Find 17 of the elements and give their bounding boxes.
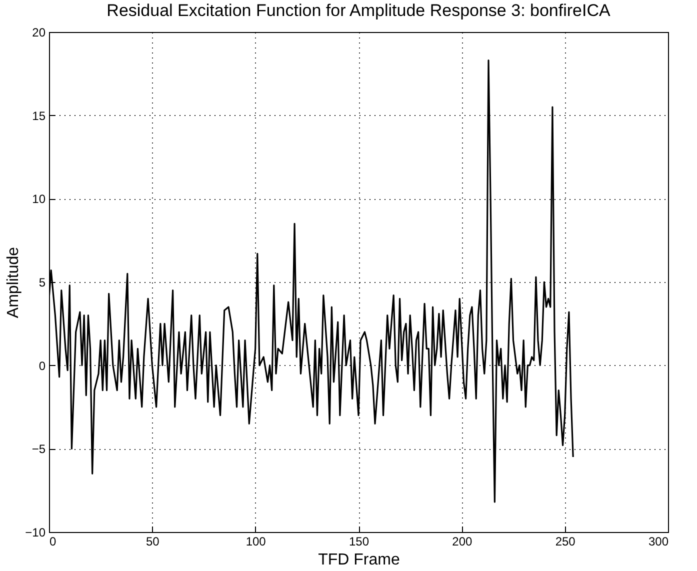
x-tick-label: 100 — [246, 534, 266, 548]
chart-title: Residual Excitation Function for Amplitude Response 3: bonfireICA — [106, 1, 611, 20]
x-tick-label: 250 — [555, 534, 576, 548]
x-tick-label: 50 — [146, 534, 160, 548]
y-tick-label: 0 — [38, 358, 46, 373]
y-axis-title: Amplitude — [5, 246, 22, 318]
y-tick-label: 5 — [38, 276, 46, 290]
x-axis-title: TFD Frame — [318, 552, 400, 568]
x-tick-label: 300 — [648, 534, 669, 548]
x-tick-label: 150 — [348, 534, 370, 548]
y-tick-label: −10 — [25, 526, 46, 540]
x-tick-label: 200 — [452, 534, 472, 548]
x-tick-label: 0 — [50, 534, 56, 548]
y-tick-label: 10 — [32, 192, 46, 206]
y-tick-label: 20 — [32, 26, 46, 40]
y-tick-label: 15 — [32, 108, 46, 123]
y-tick-label: −5 — [32, 442, 46, 456]
